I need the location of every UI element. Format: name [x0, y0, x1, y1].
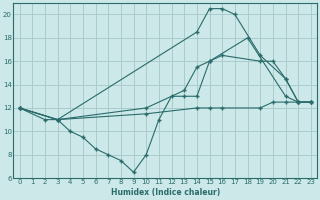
X-axis label: Humidex (Indice chaleur): Humidex (Indice chaleur): [111, 188, 220, 197]
